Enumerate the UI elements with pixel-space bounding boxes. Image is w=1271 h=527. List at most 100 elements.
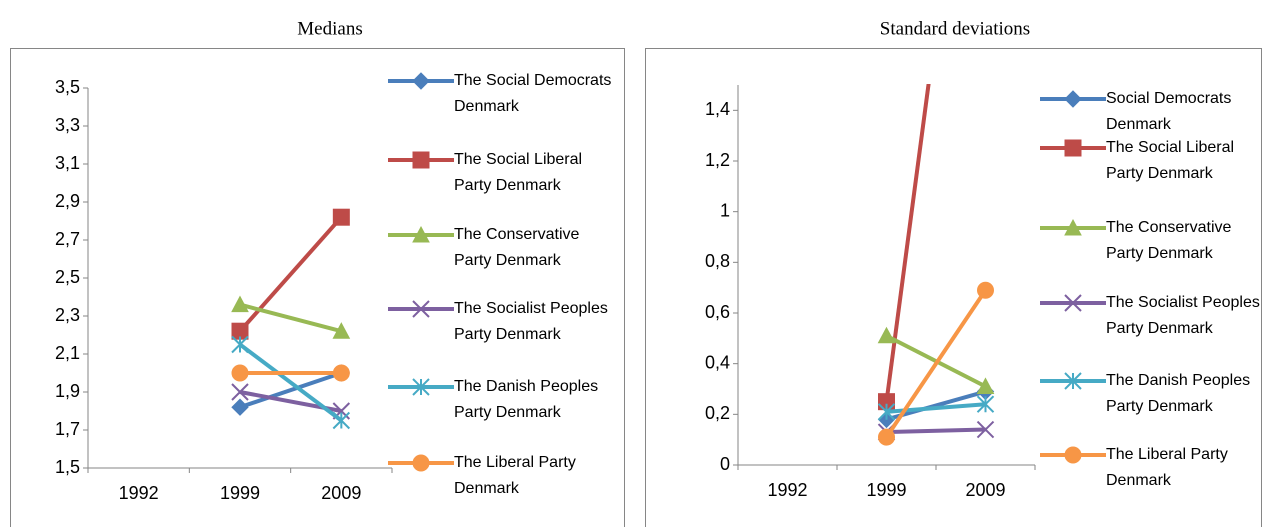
legend-entry: The Conservative Party Denmark [388, 222, 614, 274]
y-tick-label: 2,1 [55, 343, 80, 363]
legend-label: The Socialist Peoples Party Denmark [1106, 294, 1260, 337]
legend-entry: The Danish Peoples Party Denmark [1040, 368, 1261, 420]
legend-label: The Social Liberal Party Denmark [454, 151, 583, 194]
y-tick-label: 1,7 [55, 419, 80, 439]
legend-entry: The Danish Peoples Party Denmark [388, 374, 614, 426]
marker [231, 364, 249, 382]
series-line [884, 84, 931, 402]
legend-entry: The Social Democrats Denmark [388, 68, 614, 120]
x-tick-label: 2009 [965, 480, 1005, 500]
legend-symbol [1040, 372, 1106, 390]
y-tick-label: 0,6 [705, 302, 730, 322]
marker [412, 378, 430, 396]
marker [412, 72, 430, 90]
marker [1064, 90, 1082, 108]
series-line [238, 342, 343, 423]
y-tick-label: 3,1 [55, 153, 80, 173]
y-tick-label: 1 [720, 200, 730, 220]
legend-entry: The Social Liberal Party Denmark [388, 147, 614, 199]
legend-symbol [1040, 446, 1106, 464]
marker [412, 454, 430, 472]
marker [332, 411, 351, 430]
y-tick-label: 3,3 [55, 115, 80, 135]
y-tick-label: 1,9 [55, 381, 80, 401]
legend-entry: Social Democrats Denmark [1040, 86, 1261, 138]
legend-label: The Danish Peoples Party Denmark [454, 378, 599, 421]
legend-entry: The Social Liberal Party Denmark [1040, 135, 1261, 187]
legend-symbol [388, 151, 454, 169]
x-tick-label: 1999 [220, 483, 260, 503]
marker [332, 208, 350, 226]
legend-entry: The Conservative Party Denmark [1040, 215, 1261, 267]
legend-label: The Danish Peoples Party Denmark [1106, 372, 1251, 415]
legend-label: The Social Liberal Party Denmark [1106, 139, 1235, 182]
legend-symbol [388, 378, 454, 396]
series-line [238, 215, 343, 333]
legend-symbol [1040, 139, 1106, 157]
y-tick-label: 1,4 [705, 99, 730, 119]
y-tick-label: 2,5 [55, 267, 80, 287]
y-tick-label: 2,3 [55, 305, 80, 325]
series-line [884, 289, 988, 439]
marker [412, 225, 430, 243]
marker [1064, 446, 1082, 464]
legend-symbol [388, 225, 454, 243]
marker [231, 335, 249, 354]
marker [231, 295, 249, 313]
chart-frame [645, 48, 1262, 527]
legend-symbol [388, 300, 454, 318]
marker [976, 377, 995, 394]
x-tick-label: 1992 [119, 483, 159, 503]
legend-symbol [1040, 90, 1106, 108]
y-tick-label: 0,8 [705, 251, 730, 271]
series-line [886, 427, 986, 435]
marker [231, 398, 249, 416]
series-line [239, 371, 342, 410]
legend-label: The Social Democrats Denmark [454, 72, 612, 115]
marker [1064, 139, 1082, 157]
marker [877, 326, 896, 344]
legend-symbol [388, 454, 454, 472]
legend-label: Social Democrats Denmark [1106, 90, 1232, 133]
marker [231, 383, 249, 401]
plot-area [877, 84, 995, 446]
chart-title: Standard deviations [880, 18, 1030, 39]
marker [1064, 294, 1082, 312]
chart-title: Medians [297, 18, 362, 39]
marker [976, 420, 995, 439]
legend-label: The Liberal Party Denmark [454, 454, 576, 497]
legend-symbol [1040, 218, 1106, 236]
marker [1064, 372, 1082, 390]
marker [877, 403, 896, 421]
legend-symbol [1040, 294, 1106, 312]
chart-frame [10, 48, 625, 527]
plot-area [231, 208, 351, 430]
y-tick-label: 2,7 [55, 229, 80, 249]
y-tick-label: 0 [720, 454, 730, 474]
x-tick-label: 2009 [321, 483, 361, 503]
marker [976, 395, 995, 413]
legend-label: The Socialist Peoples Party Denmark [454, 300, 608, 343]
y-tick-label: 1,2 [705, 150, 730, 170]
marker [977, 281, 994, 299]
series-line [239, 302, 342, 334]
legend-entry: The Liberal Party Denmark [1040, 442, 1261, 494]
legend-entry: The Liberal Party Denmark [388, 450, 614, 502]
y-tick-label: 3,5 [55, 77, 80, 97]
x-tick-label: 1999 [866, 480, 906, 500]
x-tick-label: 1992 [767, 480, 807, 500]
y-tick-label: 2,9 [55, 191, 80, 211]
marker [332, 322, 351, 339]
marker [412, 300, 430, 318]
marker [412, 151, 430, 169]
legend-label: The Conservative Party Denmark [1106, 219, 1232, 262]
marker [332, 364, 350, 382]
marker [878, 428, 895, 446]
legend-entry: The Socialist Peoples Party Denmark [1040, 290, 1261, 342]
legend-symbol [388, 72, 454, 90]
legend-label: The Conservative Party Denmark [454, 226, 580, 269]
legend-label: The Liberal Party Denmark [1106, 446, 1228, 489]
y-tick-label: 0,4 [705, 352, 730, 372]
